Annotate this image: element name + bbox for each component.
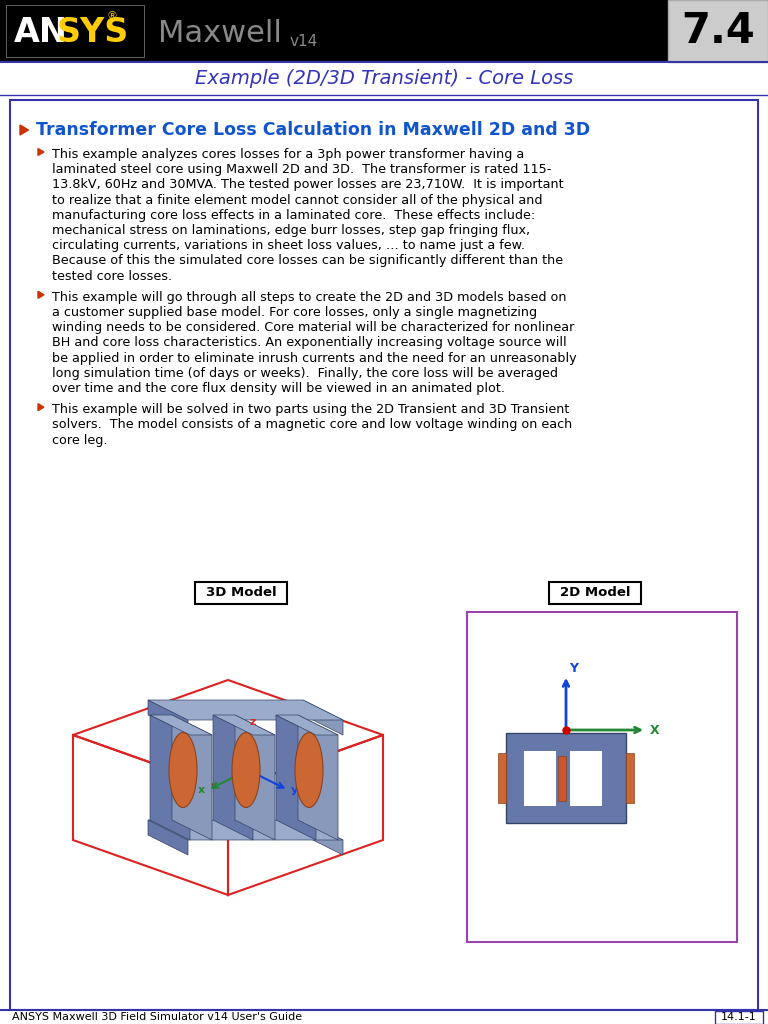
Text: Maxwell: Maxwell [158, 19, 282, 48]
Polygon shape [213, 715, 275, 735]
Text: laminated steel core using Maxwell 2D and 3D.  The transformer is rated 115-: laminated steel core using Maxwell 2D an… [52, 163, 551, 176]
Polygon shape [298, 715, 338, 840]
Text: ANSYS Maxwell 3D Field Simulator v14 User's Guide: ANSYS Maxwell 3D Field Simulator v14 Use… [12, 1012, 302, 1022]
Text: core leg.: core leg. [52, 433, 108, 446]
Text: circulating currents, variations in sheet loss values, … to name just a few.: circulating currents, variations in shee… [52, 240, 525, 252]
Ellipse shape [169, 732, 197, 808]
Polygon shape [38, 291, 44, 298]
Text: This example will go through all steps to create the 2D and 3D models based on: This example will go through all steps t… [52, 291, 567, 304]
Bar [0, 1010, 768, 1024]
Bar [668, 0, 768, 62]
Text: Example (2D/3D Transient) - Core Loss: Example (2D/3D Transient) - Core Loss [195, 69, 573, 87]
Polygon shape [148, 700, 343, 720]
Polygon shape [150, 715, 212, 735]
Text: mechanical stress on laminations, edge burr losses, step gap fringing flux,: mechanical stress on laminations, edge b… [52, 224, 530, 237]
Polygon shape [235, 715, 275, 840]
Bar [6, 5, 144, 57]
Bar [524, 751, 556, 806]
Text: winding needs to be considered. Core material will be characterized for nonlinea: winding needs to be considered. Core mat… [52, 322, 574, 334]
Text: 3D Model: 3D Model [206, 587, 276, 599]
Text: tested core losses.: tested core losses. [52, 269, 172, 283]
Text: 13.8kV, 60Hz and 30MVA. The tested power losses are 23,710W.  It is important: 13.8kV, 60Hz and 30MVA. The tested power… [52, 178, 564, 191]
Bar [195, 582, 287, 604]
Bar [570, 751, 602, 806]
Text: x: x [198, 785, 205, 795]
Bar [10, 100, 758, 1010]
Text: BH and core loss characteristics. An exponentially increasing voltage source wil: BH and core loss characteristics. An exp… [52, 337, 567, 349]
Polygon shape [213, 715, 253, 840]
Text: a customer supplied base model. For core losses, only a single magnetizing: a customer supplied base model. For core… [52, 306, 537, 319]
Bar [498, 753, 506, 803]
Text: Because of this the simulated core losses can be significantly different than th: Because of this the simulated core losse… [52, 254, 563, 267]
Bar [558, 756, 566, 801]
Text: Transformer Core Loss Calculation in Maxwell 2D and 3D: Transformer Core Loss Calculation in Max… [36, 121, 590, 139]
Polygon shape [148, 700, 188, 735]
Bar [467, 612, 737, 942]
Polygon shape [172, 715, 212, 840]
Bar [6, 5, 144, 57]
Text: to realize that a finite element model cannot consider all of the physical and: to realize that a finite element model c… [52, 194, 542, 207]
Text: 14.1-1: 14.1-1 [721, 1012, 757, 1022]
Text: v14: v14 [290, 35, 318, 49]
Text: SYS: SYS [57, 15, 129, 48]
Polygon shape [38, 148, 44, 156]
Text: z: z [250, 717, 257, 727]
Text: This example analyzes cores losses for a 3ph power transformer having a: This example analyzes cores losses for a… [52, 148, 525, 161]
Polygon shape [276, 715, 338, 735]
Polygon shape [303, 820, 343, 855]
Text: solvers.  The model consists of a magnetic core and low voltage winding on each: solvers. The model consists of a magneti… [52, 419, 572, 431]
Text: Y: Y [569, 662, 578, 675]
Text: ®: ® [106, 11, 117, 22]
Text: manufacturing core loss effects in a laminated core.  These effects include:: manufacturing core loss effects in a lam… [52, 209, 535, 222]
Text: be applied in order to eliminate inrush currents and the need for an unreasonabl: be applied in order to eliminate inrush … [52, 351, 577, 365]
Bar [626, 753, 634, 803]
Text: 2D Model: 2D Model [560, 587, 631, 599]
Bar [715, 1011, 763, 1024]
Text: y: y [291, 785, 298, 795]
Text: over time and the core flux density will be viewed in an animated plot.: over time and the core flux density will… [52, 382, 505, 395]
Polygon shape [148, 820, 188, 855]
Bar [549, 582, 641, 604]
Text: X: X [650, 724, 660, 736]
Text: 7.4: 7.4 [681, 10, 755, 52]
Text: long simulation time (of days or weeks).  Finally, the core loss will be average: long simulation time (of days or weeks).… [52, 367, 558, 380]
Polygon shape [150, 715, 190, 840]
Bar [506, 733, 626, 823]
Text: AN: AN [14, 15, 68, 48]
Ellipse shape [232, 732, 260, 808]
Polygon shape [148, 820, 343, 840]
Ellipse shape [295, 732, 323, 808]
Polygon shape [38, 403, 44, 411]
Polygon shape [276, 715, 316, 840]
Bar [0, 0, 768, 62]
Polygon shape [303, 700, 343, 735]
Text: This example will be solved in two parts using the 2D Transient and 3D Transient: This example will be solved in two parts… [52, 403, 569, 416]
Polygon shape [20, 125, 28, 135]
